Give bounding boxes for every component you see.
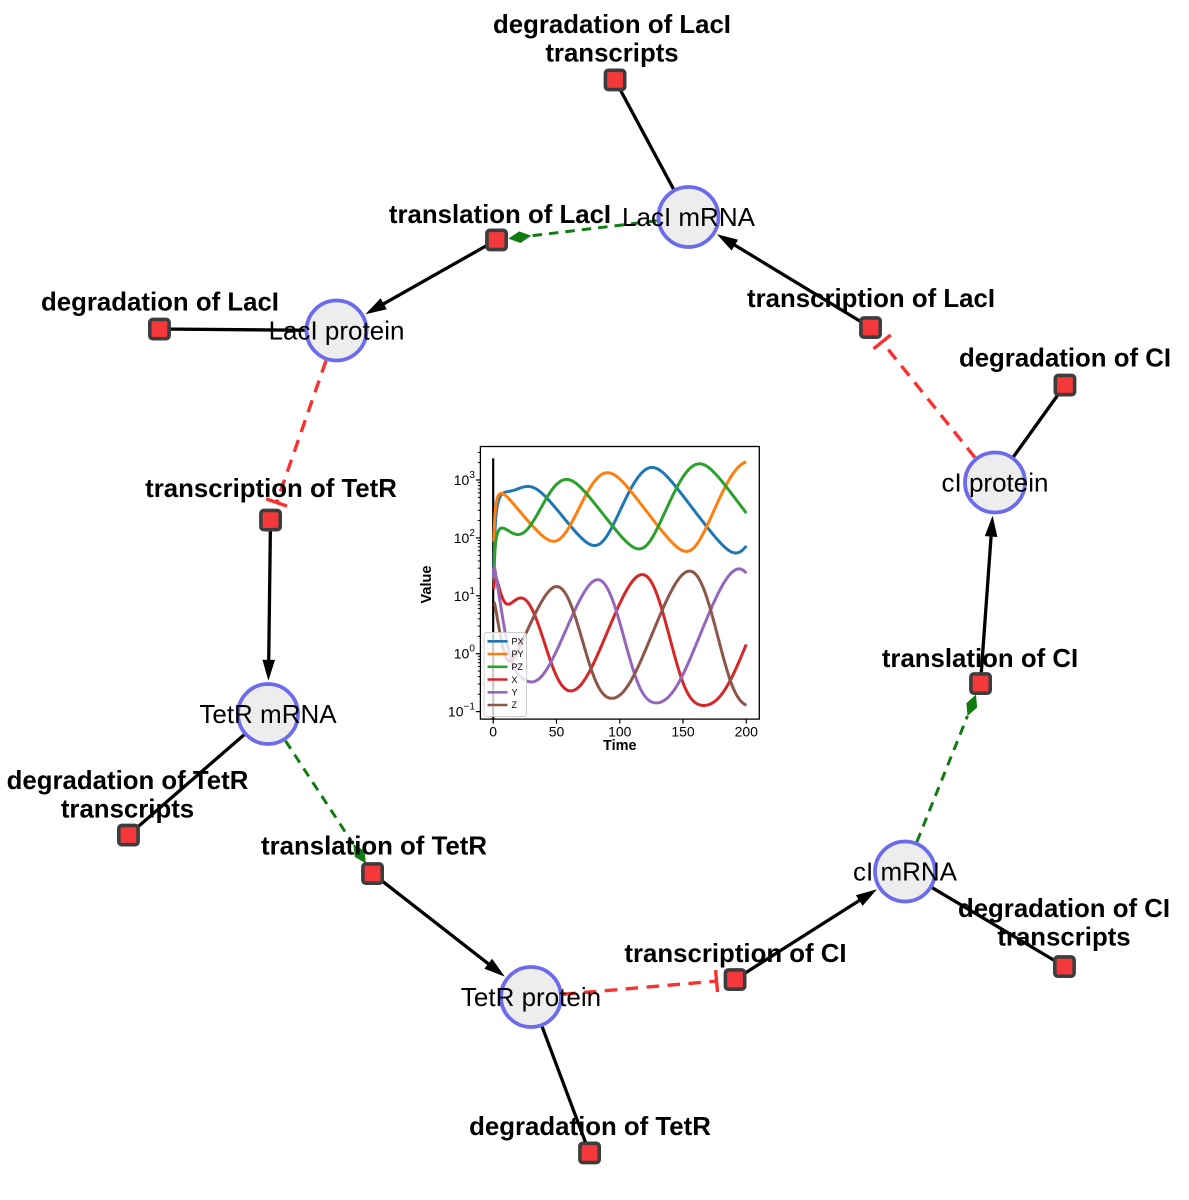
svg-text:Time: Time (603, 738, 637, 754)
svg-text:degradation of CI: degradation of CI (958, 895, 1170, 923)
svg-text:degradation of TetR: degradation of TetR (469, 1113, 711, 1141)
svg-text:Z: Z (512, 700, 518, 710)
svg-text:transcripts: transcripts (545, 40, 678, 68)
svg-text:transcripts: transcripts (61, 796, 194, 824)
svg-text:102: 102 (454, 528, 476, 546)
svg-text:X: X (512, 675, 518, 685)
svg-text:cI mRNA: cI mRNA (853, 857, 958, 887)
svg-text:transcription of LacI: transcription of LacI (747, 285, 995, 313)
svg-text:PY: PY (512, 649, 524, 659)
svg-text:TetR protein: TetR protein (461, 982, 601, 1012)
svg-text:degradation of LacI: degradation of LacI (41, 289, 279, 317)
svg-text:transcription of CI: transcription of CI (624, 940, 846, 968)
svg-text:200: 200 (735, 724, 759, 740)
svg-text:TetR mRNA: TetR mRNA (199, 699, 337, 729)
svg-text:cI protein: cI protein (942, 468, 1049, 498)
svg-text:PZ: PZ (512, 662, 524, 672)
svg-text:degradation of LacI: degradation of LacI (493, 11, 731, 39)
svg-text:translation of TetR: translation of TetR (261, 833, 487, 861)
svg-text:LacI protein: LacI protein (269, 316, 405, 346)
svg-text:LacI mRNA: LacI mRNA (622, 202, 756, 232)
svg-text:transcripts: transcripts (997, 924, 1130, 952)
svg-text:0: 0 (489, 724, 497, 740)
svg-text:10−1: 10−1 (448, 702, 475, 720)
svg-text:50: 50 (549, 724, 565, 740)
svg-text:translation of CI: translation of CI (882, 645, 1078, 673)
svg-text:100: 100 (608, 724, 632, 740)
svg-text:degradation of CI: degradation of CI (959, 345, 1171, 373)
svg-text:translation of LacI: translation of LacI (389, 201, 611, 229)
svg-text:Y: Y (512, 688, 518, 698)
svg-text:101: 101 (454, 586, 476, 604)
svg-text:PX: PX (512, 637, 524, 647)
svg-text:103: 103 (454, 470, 476, 488)
svg-text:transcription of TetR: transcription of TetR (145, 475, 397, 503)
svg-text:150: 150 (671, 724, 695, 740)
svg-text:degradation of TetR: degradation of TetR (7, 767, 249, 795)
svg-text:Value: Value (419, 566, 435, 604)
svg-text:100: 100 (454, 644, 476, 662)
